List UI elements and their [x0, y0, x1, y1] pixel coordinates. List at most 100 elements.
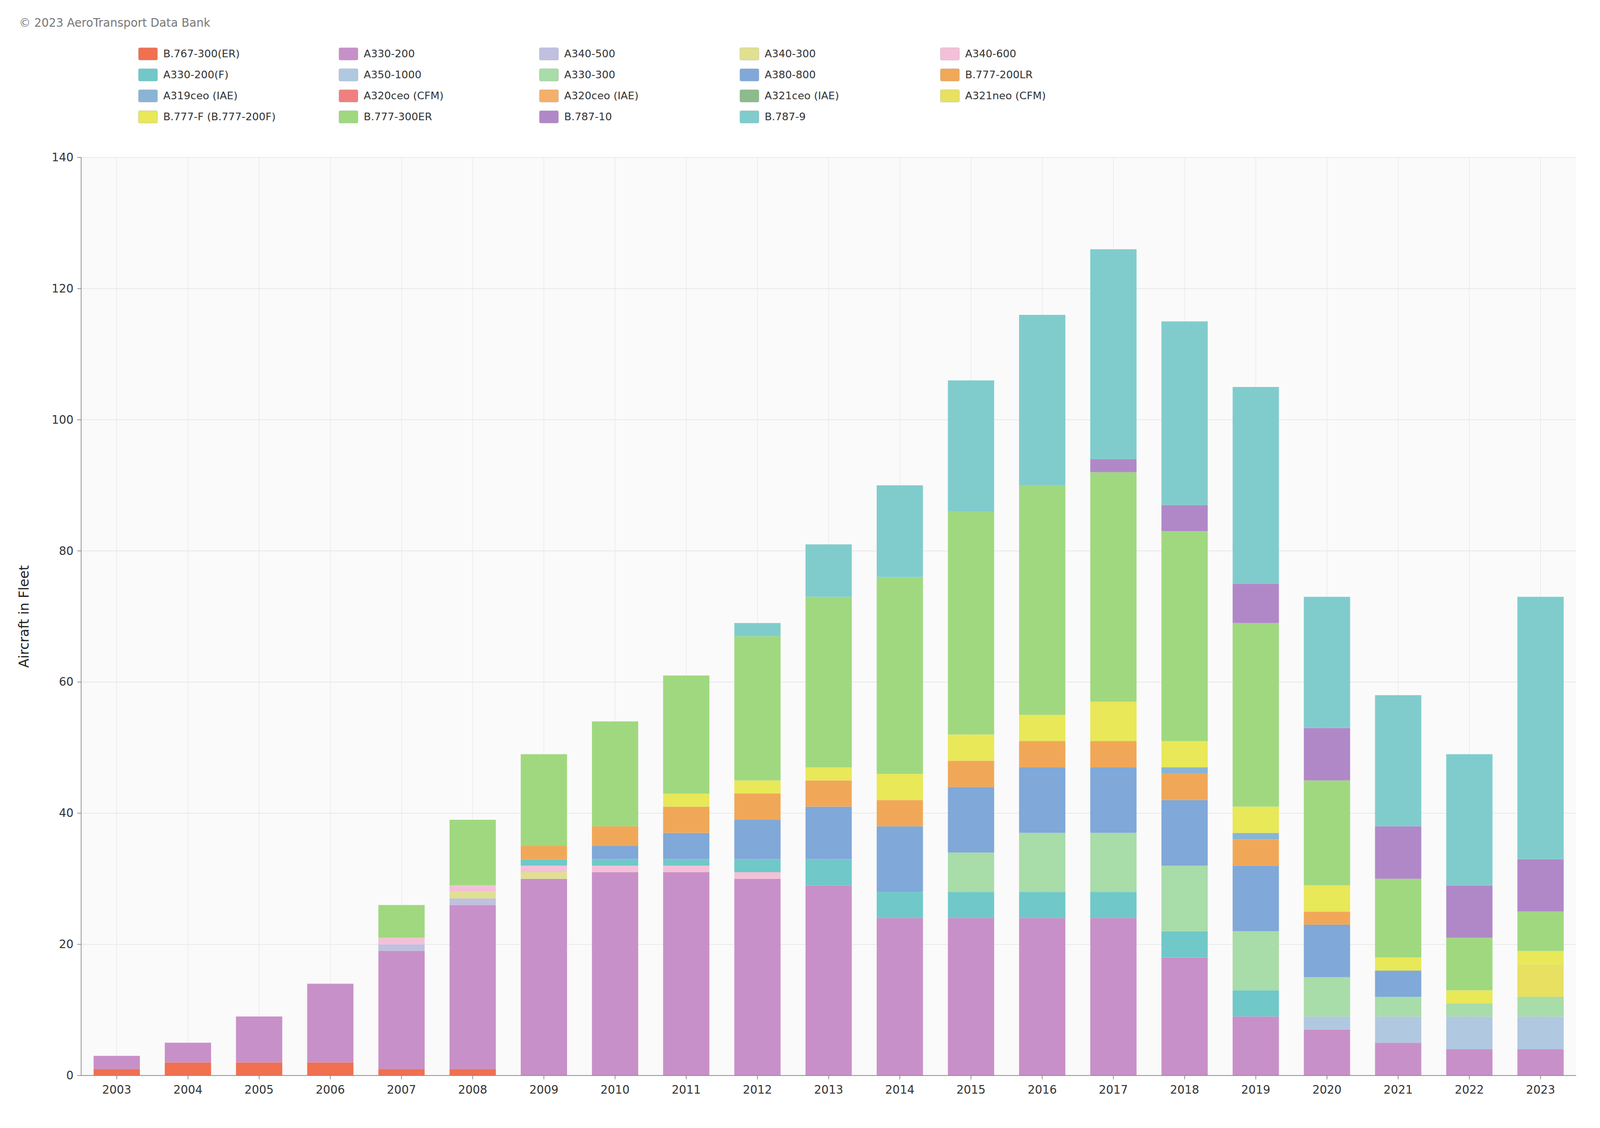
- bar-segment: [1232, 865, 1279, 932]
- bar-segment: [1232, 623, 1279, 808]
- legend-label: A319ceo (IAE): [163, 89, 238, 102]
- bar-segment: [235, 1016, 283, 1018]
- bar-segment: [307, 983, 354, 985]
- x-tick: [400, 1075, 402, 1080]
- legend-swatch: [138, 47, 158, 61]
- legend-swatch: [940, 47, 960, 61]
- bar-segment: [1517, 1049, 1564, 1076]
- bar-segment: [876, 485, 924, 578]
- x-tick-label: 2016: [1027, 1083, 1057, 1097]
- bar-segment: [93, 1055, 140, 1057]
- bar-segment: [1375, 879, 1422, 958]
- legend-label: A320ceo (CFM): [363, 89, 444, 102]
- bar-segment: [1019, 485, 1066, 716]
- x-tick-label: 2010: [600, 1083, 630, 1097]
- bar-segment: [1375, 1042, 1422, 1076]
- bar-segment: [520, 754, 568, 847]
- legend-item: B.767-300(ER): [138, 47, 240, 61]
- legend-label: A340-300: [764, 47, 816, 60]
- bar-segment: [734, 820, 781, 860]
- legend-label: B.777-F (B.777-200F): [163, 110, 276, 123]
- bar-segment: [307, 983, 354, 985]
- bar-segment: [164, 1042, 211, 1044]
- bar-segment: [164, 1042, 211, 1044]
- bar-segment: [449, 892, 496, 899]
- bar-segment: [164, 1042, 211, 1044]
- y-axis-label: Aircraft in Fleet: [16, 565, 32, 669]
- legend-label: A321neo (CFM): [965, 89, 1046, 102]
- legend-label: B.767-300(ER): [163, 47, 240, 60]
- bar-segment: [1304, 977, 1351, 1017]
- series: [93, 872, 1564, 1076]
- bar-segment: [307, 983, 354, 985]
- bar-segment: [1161, 505, 1208, 532]
- bar-segment: [307, 983, 354, 985]
- legend-swatch: [739, 110, 759, 124]
- bar-segment: [663, 807, 710, 834]
- bar-segment: [1446, 1016, 1493, 1050]
- bar-segment: [591, 721, 639, 722]
- legend-item: A340-500: [539, 47, 616, 61]
- bar-segment: [947, 380, 995, 512]
- bar-segment: [235, 1016, 283, 1018]
- bar-segment: [876, 577, 924, 775]
- x-tick-label: 2013: [813, 1083, 843, 1097]
- bar-segment: [307, 983, 354, 985]
- legend-swatch: [338, 89, 358, 103]
- bar-segment: [1232, 387, 1279, 584]
- bar-segment: [1304, 780, 1351, 886]
- bar-segment: [235, 1016, 283, 1018]
- bar-segment: [805, 597, 853, 768]
- bar-segment: [307, 983, 354, 985]
- bar-segment: [1019, 715, 1066, 742]
- bar-segment: [164, 1042, 211, 1044]
- bar-segment: [1517, 597, 1564, 860]
- legend-swatch: [338, 110, 358, 124]
- y-tick: [77, 682, 82, 684]
- bar-segment: [663, 675, 710, 676]
- bar-segment: [1232, 1016, 1279, 1076]
- bar-segment: [164, 1063, 211, 1076]
- legend-item: B.777-300ER: [338, 110, 432, 124]
- page: {"chart_data": { "type": "bar", "stacked…: [0, 0, 1600, 1128]
- x-tick: [1042, 1075, 1043, 1080]
- bar-segment: [378, 937, 425, 945]
- bar-segment: [449, 885, 496, 893]
- bar-segment: [1517, 997, 1564, 1017]
- bar-segment: [378, 944, 425, 952]
- y-tick-label: 120: [51, 282, 74, 296]
- legend-swatch: [940, 89, 960, 103]
- x-tick: [828, 1075, 830, 1080]
- legend-item: B.787-10: [539, 110, 612, 124]
- bar-segment: [1090, 892, 1137, 919]
- bar-segment: [1019, 741, 1066, 768]
- series: [591, 767, 1422, 998]
- legend-item: A330-200: [338, 47, 415, 61]
- bar-segment: [1019, 918, 1066, 1076]
- bar-segment: [591, 721, 639, 722]
- bar-segment: [1304, 1016, 1351, 1030]
- bar-segment: [235, 1016, 283, 1018]
- x-tick: [258, 1075, 260, 1080]
- legend-swatch: [539, 110, 559, 124]
- legend-swatch: [739, 68, 759, 82]
- bar-segment: [164, 1042, 211, 1044]
- bar-segment: [591, 826, 639, 847]
- bar-segment: [235, 1016, 283, 1063]
- legend-swatch: [739, 89, 759, 103]
- bar-segment: [1161, 531, 1208, 742]
- bar-segment: [663, 865, 710, 873]
- legend-item: A330-300: [539, 68, 616, 82]
- bar-segment: [235, 1016, 283, 1018]
- x-tick-label: 2021: [1383, 1083, 1413, 1097]
- bar-segment: [378, 951, 425, 1070]
- x-tick: [970, 1075, 972, 1080]
- bar-segment: [307, 983, 354, 985]
- legend-item: A330-200(F): [138, 68, 229, 82]
- bar-segment: [520, 754, 568, 755]
- series: [378, 472, 1564, 991]
- bar-segment: [93, 1055, 140, 1057]
- bar-segment: [1161, 321, 1208, 506]
- bar-segment: [1019, 892, 1066, 919]
- bar-segment: [235, 1016, 283, 1018]
